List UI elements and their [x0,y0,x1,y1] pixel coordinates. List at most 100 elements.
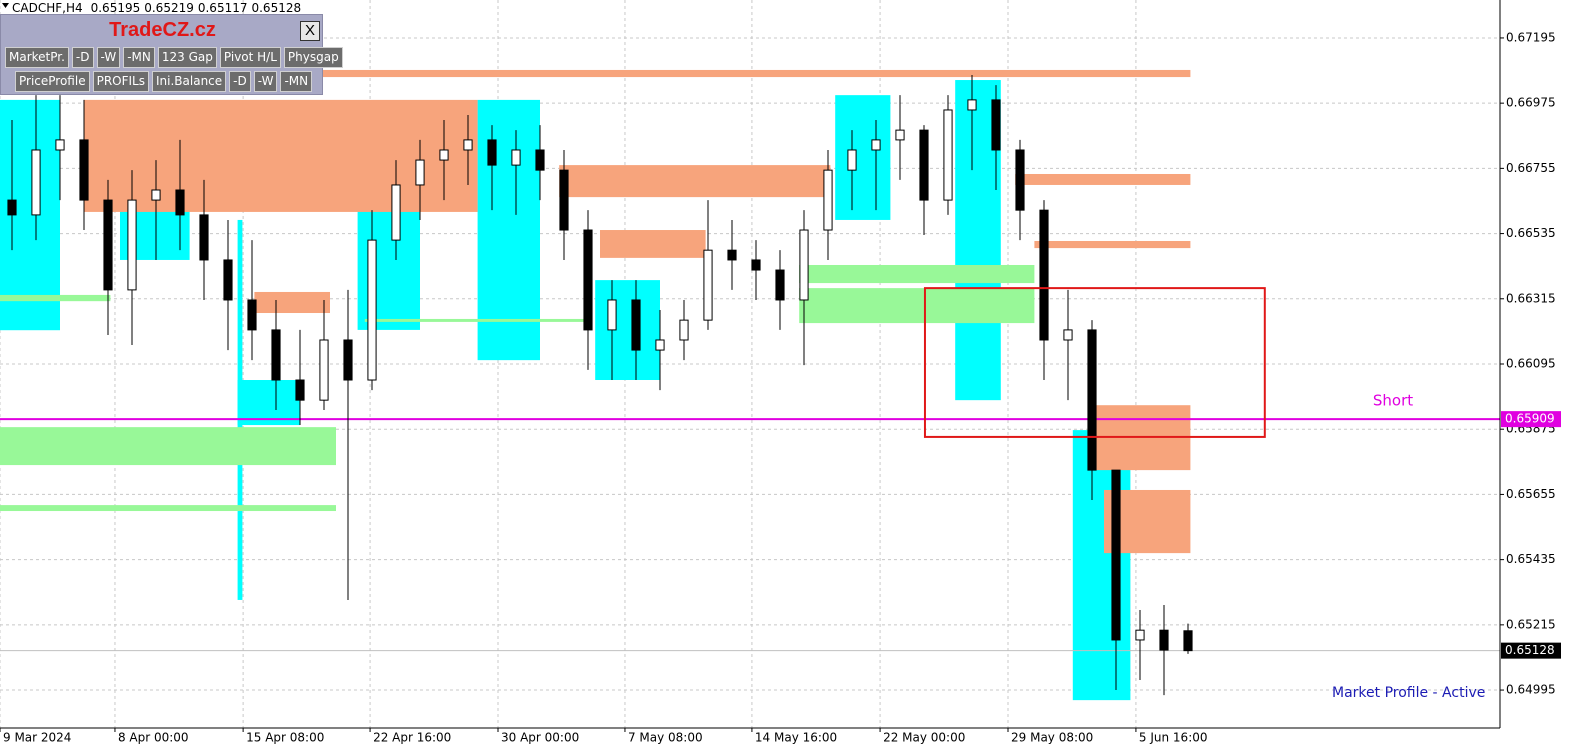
candle-body [703,249,713,321]
candle-body [943,109,953,201]
profile-zone [799,288,1035,324]
x-tick-label: 22 Apr 16:00 [373,731,451,745]
candle-body [127,199,137,291]
close-button[interactable]: X [300,21,320,41]
x-tick-label: 8 Apr 00:00 [118,731,189,745]
candle-body [31,149,41,216]
toolbar-button[interactable]: PriceProfile [15,71,90,92]
x-tick-label: 9 Mar 2024 [3,731,71,745]
candle-body [55,139,65,151]
candle-body [1087,329,1097,471]
profile-zone [0,427,336,466]
profile-zone [799,264,1035,284]
x-tick-label: 7 May 08:00 [628,731,703,745]
profile-zone [237,219,243,600]
button-row: PriceProfile PROFILs Ini.Balance -D -W -MN [15,71,313,92]
toolbar-button[interactable]: PROFILs [92,71,149,92]
profile-zone [0,294,111,302]
toolbar-panel: TradeCZ.cz X MarketPr. -D -W -MN 123 Gap Pivo… [0,14,343,95]
candle-body [991,99,1001,151]
candle-body [967,99,977,111]
candle-body [247,299,257,331]
candle-body [1183,630,1193,652]
candle-body [727,249,737,261]
high-price: 0.65219 [144,1,194,15]
x-tick-label: 29 May 08:00 [1011,731,1093,745]
profile-zone [254,291,330,314]
profile-zone [0,505,336,512]
candle-body [7,199,17,216]
candle-body [1063,329,1073,341]
candle-body [607,299,617,331]
toolbar-button[interactable]: MarketPr. [5,47,69,68]
candle-body [1039,209,1049,341]
candle-body [871,139,881,151]
x-tick-label: 15 Apr 08:00 [246,731,324,745]
close-price: 0.65128 [251,1,301,15]
y-tick-label: 0.64995 [1506,683,1556,697]
y-tick-label: 0.66315 [1506,291,1556,305]
profile-zone [237,380,300,426]
candle-body [271,329,281,381]
y-tick-label: 0.65655 [1506,487,1556,501]
candle-body [895,129,905,141]
x-tick-label: 30 Apr 00:00 [501,731,579,745]
logo: TradeCZ.cz [109,19,216,41]
candle-body [367,239,377,381]
candle-body [775,269,785,301]
candle-body [487,139,497,166]
x-tick-label: 14 May 16:00 [755,731,837,745]
open-price: 0.65195 [91,1,141,15]
candle-body [751,259,761,271]
candle-body [175,189,185,216]
x-tick-label: 22 May 00:00 [883,731,965,745]
candle-body [1015,149,1025,211]
toolbar-button[interactable]: 123 Gap [157,47,217,68]
toolbar-button[interactable]: -D [229,71,251,92]
toolbar-button[interactable]: -MN [123,47,155,68]
toolbar-button[interactable]: -MN [280,71,313,92]
y-tick-label: 0.66975 [1506,96,1556,110]
candle-body [223,259,233,301]
button-row: MarketPr. -D -W -MN 123 Gap Pivot H/L Physgap [5,47,343,68]
profile-zone [835,95,891,220]
candle-body [1159,629,1169,651]
menu-icon [2,3,9,8]
candle-body [463,139,473,151]
candle-body [799,229,809,301]
candle-body [535,149,545,171]
candle-body [151,189,161,201]
toolbar-button[interactable]: Pivot H/L [219,47,281,68]
candle-body [655,339,665,351]
short-label: Short [1373,392,1413,410]
candle-body [823,169,833,231]
current-price-tag [1501,642,1561,659]
candle-body [631,299,641,351]
toolbar-button[interactable]: Physgap [283,47,343,68]
candle-body [511,149,521,166]
profile-zone [1015,173,1191,185]
toolbar-button[interactable]: -D [71,47,94,68]
candle-body [343,339,353,381]
toolbar-button[interactable]: Ini.Balance [152,71,227,92]
status-text: Market Profile - Active [1332,685,1486,701]
candle-body [79,139,89,201]
profile-zone [1072,430,1131,701]
candle-body [439,149,449,161]
candle-body [583,229,593,331]
candle-body [559,169,569,231]
y-tick-label: 0.67195 [1506,30,1556,44]
toolbar-button[interactable]: -W [253,71,278,92]
chart-header: CADCHF,H4 0.65195 0.65219 0.65117 0.65128 [12,1,301,15]
profile-zone [600,230,706,258]
profile-zone [364,318,591,322]
y-tick-label: 0.65215 [1506,617,1556,631]
candle-body [103,199,113,291]
x-tick-label: 5 Jun 16:00 [1139,731,1208,745]
y-tick-label: 0.66095 [1506,357,1556,371]
candle-body [319,339,329,401]
y-tick-label: 0.65435 [1506,552,1556,566]
toolbar-button[interactable]: -W [96,47,121,68]
profile-zone [559,165,831,198]
candle-body [919,129,929,201]
